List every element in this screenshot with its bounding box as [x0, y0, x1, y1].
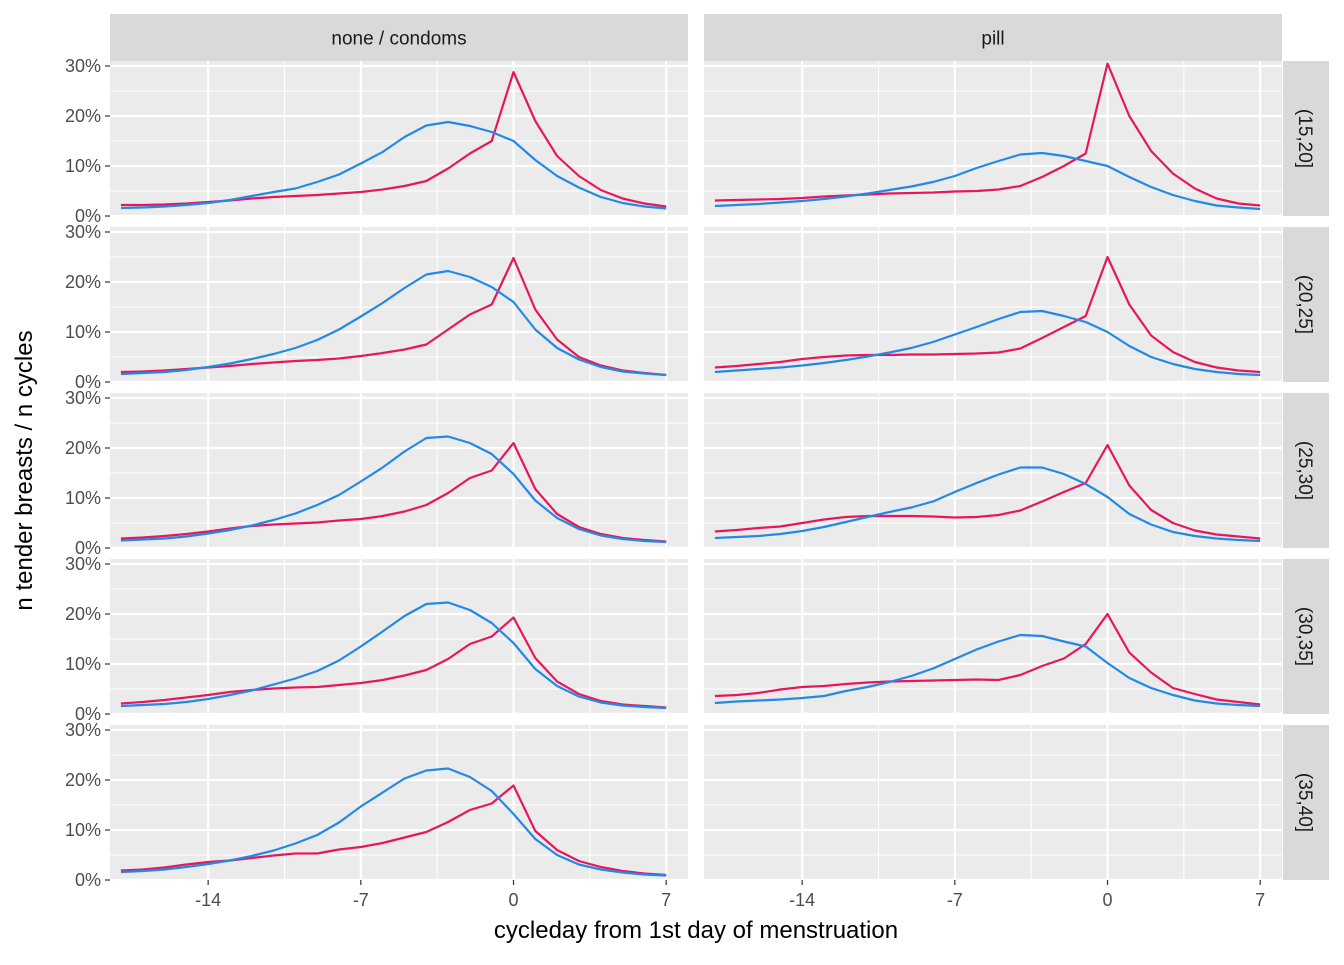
y-tick-label: 30%: [65, 720, 101, 740]
y-tick-label: 0%: [75, 206, 101, 226]
y-tick-label: 30%: [65, 222, 101, 242]
row-strip-2: [1283, 393, 1329, 548]
series-line-0: [714, 612, 1261, 706]
x-tick-label: 7: [1255, 890, 1265, 910]
y-tick-label: 20%: [65, 438, 101, 458]
series-line-0: [714, 62, 1261, 207]
panel-background: [110, 393, 688, 548]
x-tick-label: -7: [947, 890, 963, 910]
x-axis-title: cycleday from 1st day of menstruation: [494, 917, 898, 944]
x-tick-label: -14: [195, 890, 221, 910]
row-strip-4: [1283, 725, 1329, 880]
y-tick-label: 20%: [65, 604, 101, 624]
y-tick-label: 0%: [75, 870, 101, 890]
y-tick-label: 10%: [65, 820, 101, 840]
panel-background: [704, 61, 1282, 216]
y-tick-label: 20%: [65, 770, 101, 790]
row-strip-3: [1283, 559, 1329, 714]
series-line-0: [120, 784, 667, 877]
series-line-0: [714, 255, 1261, 374]
x-tick-label: 0: [509, 890, 519, 910]
panel-background: [704, 559, 1282, 714]
x-tick-label: -14: [789, 890, 815, 910]
panel-background: [704, 393, 1282, 548]
y-tick-label: 20%: [65, 272, 101, 292]
panel-background: [110, 227, 688, 382]
row-strip-label: (15,20]: [1294, 109, 1315, 168]
y-tick-label: 10%: [65, 156, 101, 176]
series-line-1: [120, 269, 667, 377]
x-tick-label: 7: [661, 890, 671, 910]
column-strip-1: [704, 14, 1282, 61]
y-tick-label: 20%: [65, 106, 101, 126]
series-line-1: [714, 151, 1261, 211]
y-tick-label: 0%: [75, 538, 101, 558]
series-line-1: [714, 466, 1261, 543]
y-tick-label: 30%: [65, 56, 101, 76]
column-strip-label: none / condoms: [331, 29, 466, 50]
y-tick-label: 10%: [65, 654, 101, 674]
panel-background: [110, 559, 688, 714]
series-line-0: [120, 616, 667, 709]
x-tick-label: 0: [1103, 890, 1113, 910]
row-strip-1: [1283, 227, 1329, 382]
row-strip-0: [1283, 61, 1329, 216]
panel-background: [704, 227, 1282, 382]
series-line-0: [714, 443, 1261, 540]
y-tick-label: 30%: [65, 388, 101, 408]
row-strip-label: (20,25]: [1294, 275, 1315, 334]
y-axis-title: n tender breasts / n cycles: [11, 330, 38, 610]
y-tick-label: 0%: [75, 372, 101, 392]
y-tick-label: 0%: [75, 704, 101, 724]
series-line-1: [120, 120, 667, 210]
series-line-0: [120, 441, 667, 543]
panel-background: [704, 725, 1282, 880]
row-strip-label: (25,30]: [1294, 441, 1315, 500]
row-strip-label: (35,40]: [1294, 773, 1315, 832]
y-tick-label: 10%: [65, 322, 101, 342]
x-tick-label: -7: [353, 890, 369, 910]
series-line-1: [120, 767, 667, 877]
panel-background: [110, 61, 688, 216]
column-strip-0: [110, 14, 688, 61]
y-tick-label: 10%: [65, 488, 101, 508]
column-strip-label: pill: [981, 29, 1004, 50]
panel-background: [110, 725, 688, 880]
row-strip-label: (30,35]: [1294, 607, 1315, 666]
series-line-1: [120, 435, 667, 544]
series-line-1: [120, 601, 667, 710]
series-line-1: [714, 633, 1261, 708]
y-tick-label: 30%: [65, 554, 101, 574]
series-line-1: [714, 309, 1261, 377]
